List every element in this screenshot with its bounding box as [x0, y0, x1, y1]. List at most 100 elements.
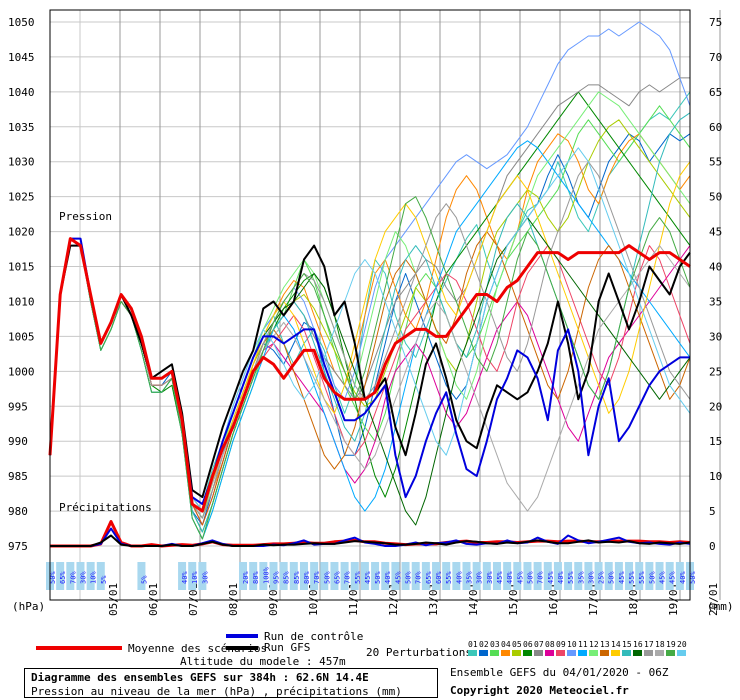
rain-cell — [574, 562, 583, 590]
legend-pert-number: 08 — [545, 640, 555, 649]
x-tick-label: 13/01 — [427, 583, 440, 616]
rain-prob-label: 30% — [587, 571, 595, 584]
rain-prob-label: 45% — [659, 571, 667, 584]
rain-cell — [391, 562, 400, 590]
x-tick-label: 20/01 — [707, 583, 720, 616]
rain-cell — [553, 562, 562, 590]
main-line — [48, 237, 691, 513]
rain-prob-label: 50% — [323, 571, 331, 584]
legend-pert-number: 17 — [644, 640, 654, 649]
rain-prob-label: 35% — [466, 571, 474, 584]
pressure-annotation: Pression — [59, 210, 112, 223]
left-tick-label: 1025 — [8, 191, 35, 204]
rain-prob-label: 55% — [567, 571, 575, 584]
x-tick-label: 07/01 — [187, 583, 200, 616]
rain-prob-label: 50% — [405, 571, 413, 584]
right-axis-label: (mm) — [707, 600, 734, 613]
rain-cell — [442, 562, 451, 590]
legend-pert-number: 14 — [611, 640, 621, 649]
right-axis-ticks: 0 5 10 15 20 25 30 35 40 45 50 55 60 65 70 75 — [709, 16, 722, 553]
legend-pert-swatch — [633, 650, 642, 656]
legend-pert-number: 18 — [655, 640, 665, 649]
precip-line — [50, 527, 691, 547]
legend-pert-swatch — [600, 650, 609, 656]
main-series — [48, 237, 691, 513]
legend-pert-swatch — [490, 650, 499, 656]
rain-cell — [564, 562, 573, 590]
right-tick-label: 35 — [709, 295, 722, 308]
legend-pert-number: 05 — [512, 640, 522, 649]
rain-cell — [56, 562, 65, 590]
left-tick-label: 1030 — [8, 156, 35, 169]
rain-cell — [655, 562, 664, 590]
rain-prob-label: 70% — [313, 571, 321, 584]
x-tick-label: 12/01 — [387, 583, 400, 616]
left-axis-ticks: 975 980 985 990 995 1000 1005 1010 1015 1020 1025 1… — [8, 16, 35, 553]
x-tick-label: 05/01 — [107, 583, 120, 616]
rain-prob-label: 45% — [618, 571, 626, 584]
legend-pert-number: 20 — [677, 640, 687, 649]
rain-prob-label: 85% — [293, 571, 301, 584]
rain-cell — [625, 562, 634, 590]
legend-pert-swatch — [501, 650, 510, 656]
legend-pert-swatch — [611, 650, 620, 656]
rain-cell — [675, 562, 684, 590]
rain-cell — [401, 562, 410, 590]
x-tick-label: 10/01 — [307, 583, 320, 616]
perturbation-line — [49, 133, 691, 519]
rain-prob-label: 40% — [557, 571, 565, 584]
right-tick-label: 15 — [709, 435, 722, 448]
legend-pert-number: 10 — [567, 640, 577, 649]
rain-cell — [96, 562, 105, 590]
rain-prob-label: 55% — [445, 571, 453, 584]
rain-cell — [350, 562, 359, 590]
x-tick-label: 15/01 — [507, 583, 520, 616]
rain-prob-label: 40% — [506, 571, 514, 584]
right-tick-label: 45 — [709, 226, 722, 239]
left-tick-label: 1045 — [8, 51, 35, 64]
legend-pert-number: 07 — [534, 640, 544, 649]
rain-cell — [381, 562, 390, 590]
rain-cell — [523, 562, 532, 590]
right-tick-label: 65 — [709, 86, 722, 99]
left-tick-label: 1050 — [8, 16, 35, 29]
rain-cell — [178, 562, 187, 590]
left-tick-label: 1010 — [8, 295, 35, 308]
x-tick-label: 19/01 — [667, 583, 680, 616]
rain-cell — [472, 562, 481, 590]
rain-prob-label: 45% — [496, 571, 504, 584]
plot-frame — [49, 9, 691, 601]
legend-pert-number: 09 — [556, 640, 566, 649]
rain-prob-label: 70% — [69, 571, 77, 584]
left-tick-label: 1035 — [8, 121, 35, 134]
rain-prob-label: 95% — [272, 571, 280, 584]
legend-pert-swatch — [644, 650, 653, 656]
precip-annotation: Précipitations — [59, 501, 152, 514]
rain-prob-label: 30% — [201, 571, 209, 584]
rain-prob-label: 40% — [181, 571, 189, 584]
rain-cell — [249, 562, 258, 590]
rain-cell — [462, 562, 471, 590]
left-tick-label: 995 — [8, 400, 28, 413]
rain-cell — [604, 562, 613, 590]
rain-cell — [411, 562, 420, 590]
rain-prob-label: 55% — [638, 571, 646, 584]
perturbation-line — [49, 140, 691, 540]
legend-control-label: Run de contrôle — [264, 630, 363, 643]
rain-prob-label: 40% — [679, 571, 687, 584]
rain-prob-label: 10% — [191, 571, 199, 584]
rain-prob-label: 70% — [537, 571, 545, 584]
rain-cell — [645, 562, 654, 590]
rain-prob-label: 50% — [49, 571, 57, 584]
rain-prob-label: 50% — [374, 571, 382, 584]
rain-prob-label: 50% — [689, 571, 697, 584]
rain-prob-label: 65% — [59, 571, 67, 584]
rain-cell — [269, 562, 278, 590]
legend-pert-swatch — [567, 650, 576, 656]
rain-cell — [503, 562, 512, 590]
legend-pert-swatch — [622, 650, 631, 656]
rain-cell — [492, 562, 501, 590]
right-tick-label: 50 — [709, 191, 722, 204]
legend-pert-number: 06 — [523, 640, 533, 649]
